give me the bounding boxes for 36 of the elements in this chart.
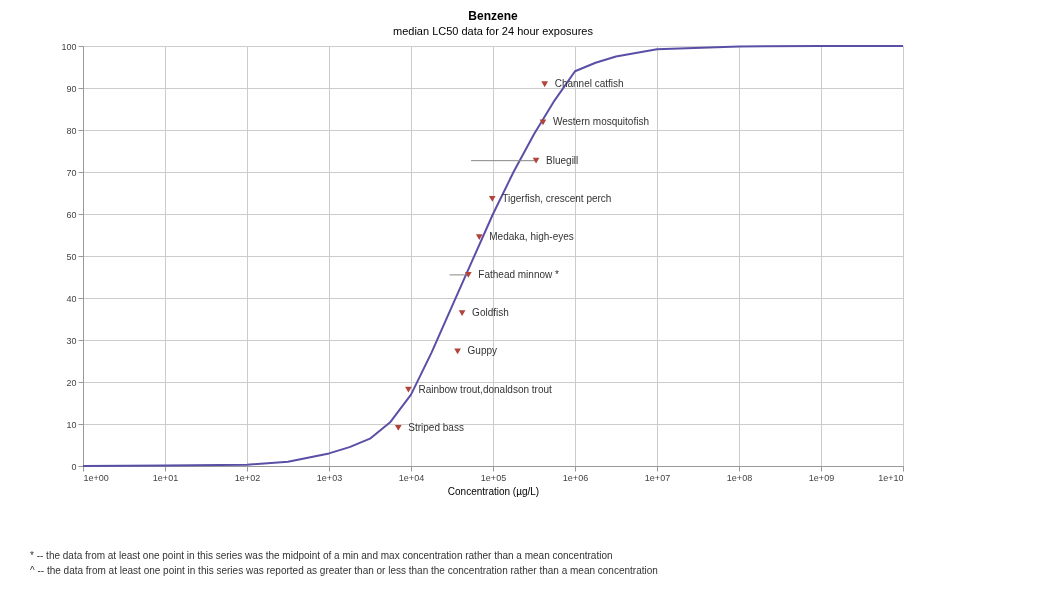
- data-label: Rainbow trout,donaldson trout: [418, 383, 553, 395]
- x-tick-label: 1e+07: [644, 472, 671, 483]
- x-tick-label: 1e+05: [480, 472, 507, 483]
- y-tick-label: 30: [66, 335, 77, 346]
- y-tick-label: 60: [66, 209, 77, 220]
- x-tick-label: 1e+04: [398, 472, 425, 483]
- x-tick-label: 1e+08: [726, 472, 753, 483]
- text: ^ -- the data from at least one point in this series was reported as greater than or less than the concentration rather than a mean concentration: [30, 564, 658, 578]
- data-label: Goldfish: [472, 307, 509, 319]
- data-label: Guppy: [467, 345, 498, 357]
- data-label: Tigerfish, crescent perch: [502, 192, 612, 204]
- y-tick-label: 0: [71, 461, 77, 472]
- y-tick-label: 90: [66, 83, 77, 94]
- y-tick-label: 10: [66, 419, 77, 430]
- y-tick-label: 80: [66, 125, 77, 136]
- data-label: Bluegill: [546, 154, 579, 166]
- text: * -- the data from at least one point in this series was the midpoint of a min and max concentration rather than a mean concentration: [30, 549, 614, 563]
- x-tick-label: 1e+03: [316, 472, 343, 483]
- x-tick-label: 1e+00: [83, 472, 109, 483]
- x-tick-label: 1e+01: [152, 472, 179, 483]
- y-tick-label: 70: [66, 167, 77, 178]
- chart-title: Benzene: [468, 9, 518, 23]
- x-tick-label: 1e+10: [878, 472, 904, 483]
- data-label: Fathead minnow *: [478, 268, 560, 280]
- data-label: Striped bass: [408, 421, 464, 433]
- y-tick-label: 100: [61, 41, 77, 52]
- x-tick-label: 1e+06: [562, 472, 589, 483]
- x-axis-title: Concentration (µg/L): [447, 485, 540, 497]
- y-tick-label: 50: [66, 251, 77, 262]
- data-label: Medaka, high-eyes: [489, 231, 574, 243]
- x-tick-label: 1e+09: [808, 472, 835, 483]
- y-tick-label: 20: [66, 377, 77, 388]
- chart-subtitle: median LC50 data for 24 hour exposures: [393, 25, 594, 37]
- data-label: Western mosquitofish: [552, 116, 649, 128]
- y-tick-label: 40: [66, 293, 77, 304]
- x-tick-label: 1e+02: [234, 472, 261, 483]
